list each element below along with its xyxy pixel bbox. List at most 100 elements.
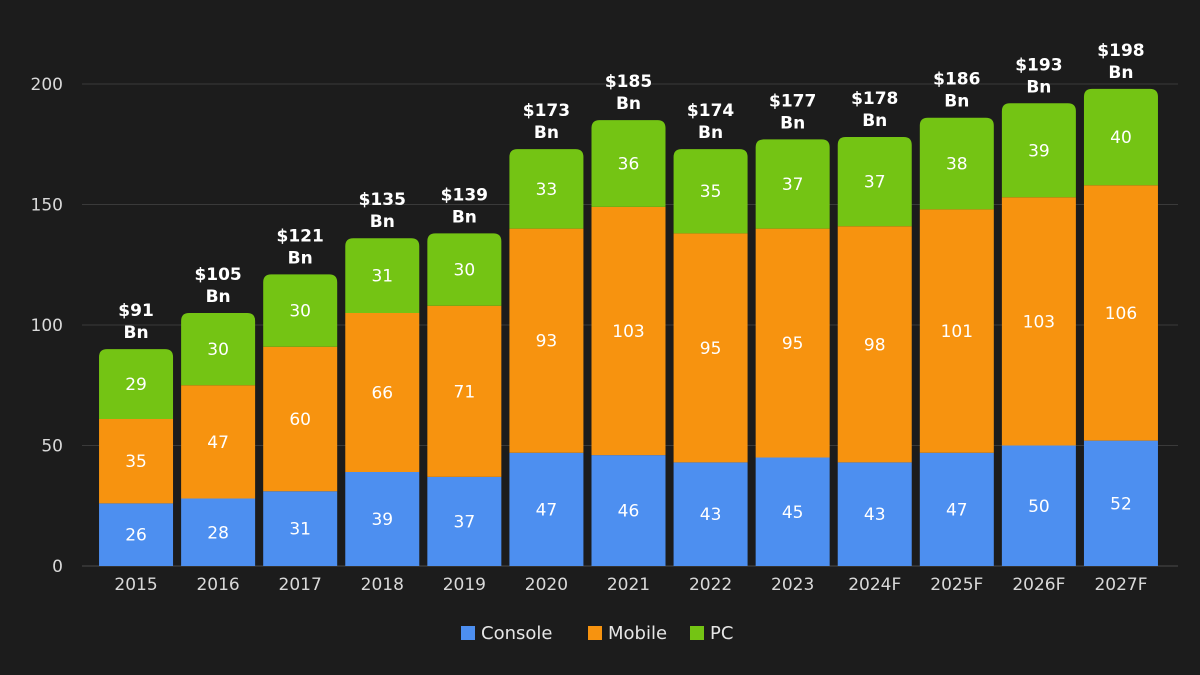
y-tick-label: 150 [31,196,63,216]
total-value-label: $135 [359,190,406,210]
bar-segment-pc [263,274,338,347]
segment-value-label: 98 [864,335,886,355]
bar-segment-mobile [673,233,748,463]
bar-stack-2018 [345,238,420,566]
bar-segment-console [837,462,912,566]
x-tick-label: 2018 [361,575,404,595]
segment-value-label: 106 [1105,304,1137,324]
segment-value-label: 30 [289,302,311,322]
legend-label: PC [710,623,733,644]
bar-stack-2017 [263,274,338,566]
x-tick-label: 2019 [443,575,486,595]
segment-value-label: 47 [207,433,229,453]
bar-segment-console [755,457,830,566]
total-unit-label: Bn [780,113,805,133]
bar-segment-console [1001,445,1076,566]
bar-segment-mobile [1083,185,1158,441]
segment-value-label: 28 [207,523,229,543]
bar-stack-2027F [1083,88,1158,566]
total-unit-label: Bn [616,94,641,114]
segment-value-label: 101 [941,322,973,342]
bar-stack-2020 [509,149,584,566]
bar-stack-2025F [919,117,994,566]
bar-segment-console [673,462,748,566]
segment-value-label: 66 [371,383,393,403]
bar-layer [99,88,1158,566]
x-tick-label: 2025F [930,575,983,595]
total-value-label: $174 [687,101,734,121]
y-tick-label: 0 [52,557,63,577]
segment-value-label: 39 [371,510,393,530]
segment-value-label: 37 [864,173,886,193]
x-tick-label: 2021 [607,575,650,595]
total-value-label: $105 [194,265,241,285]
bar-segment-pc [99,349,174,419]
segment-value-label: 95 [700,339,722,359]
total-unit-label: Bn [206,287,231,307]
bar-segment-pc [345,238,420,313]
segment-value-label: 71 [454,382,476,402]
legend-item-pc: PC [690,623,733,644]
segment-value-label: 35 [125,452,147,472]
legend-label: Mobile [608,623,667,644]
bar-segment-pc [837,137,912,227]
bar-segment-console [591,455,666,566]
x-tick-label: 2026F [1012,575,1065,595]
legend-swatch [588,626,602,640]
total-value-label: $178 [851,89,898,109]
bar-segment-pc [1001,103,1076,198]
total-value-label: $139 [441,185,488,205]
x-tick-label: 2020 [525,575,568,595]
bar-segment-mobile [591,206,666,456]
total-unit-label: Bn [1108,63,1133,83]
segment-value-label: 35 [700,182,722,202]
bar-stack-2026F [1001,103,1076,566]
bar-segment-console [1083,440,1158,566]
bar-stack-2022 [673,149,748,566]
total-unit-label: Bn [1026,77,1051,97]
total-unit-label: Bn [698,123,723,143]
segment-value-label: 31 [289,520,311,540]
bar-stack-2019 [427,233,502,566]
total-value-label: $91 [118,301,154,321]
total-unit-label: Bn [862,111,887,131]
segment-value-label: 29 [125,375,147,395]
bar-segment-mobile [427,305,502,477]
legend-label: Console [481,623,552,644]
total-unit-label: Bn [370,212,395,232]
segment-value-label: 36 [618,155,640,175]
bar-segment-mobile [919,209,994,453]
segment-value-label: 103 [1023,312,1055,332]
bar-segment-console [509,452,584,566]
segment-value-label: 60 [289,410,311,430]
bar-segment-pc [509,149,584,229]
total-value-label: $193 [1015,55,1062,75]
bar-segment-mobile [99,418,174,504]
x-tick-label: 2016 [196,575,239,595]
total-unit-label: Bn [452,207,477,227]
segment-value-label: 93 [536,332,558,352]
total-value-label: $121 [277,226,324,246]
segment-value-label: 50 [1028,497,1050,517]
total-unit-label: Bn [534,123,559,143]
x-tick-label: 2022 [689,575,732,595]
total-value-label: $198 [1097,41,1144,61]
bar-stack-2024F [837,137,912,566]
bar-segment-pc [181,312,256,386]
legend-swatch [690,626,704,640]
segment-value-label: 33 [536,180,558,200]
legend-item-console: Console [461,623,552,644]
x-tick-label: 2024F [848,575,901,595]
bar-segment-console [263,491,338,566]
bar-segment-pc [427,233,502,306]
x-tick-label: 2023 [771,575,814,595]
bar-segment-mobile [1001,197,1076,446]
bar-segment-mobile [837,226,912,463]
y-tick-label: 50 [41,437,63,457]
total-value-label: $177 [769,91,816,111]
bar-segment-pc [755,139,830,229]
x-tick-label: 2015 [114,575,157,595]
bar-stack-2021 [591,120,666,566]
segment-value-label: 37 [782,175,804,195]
